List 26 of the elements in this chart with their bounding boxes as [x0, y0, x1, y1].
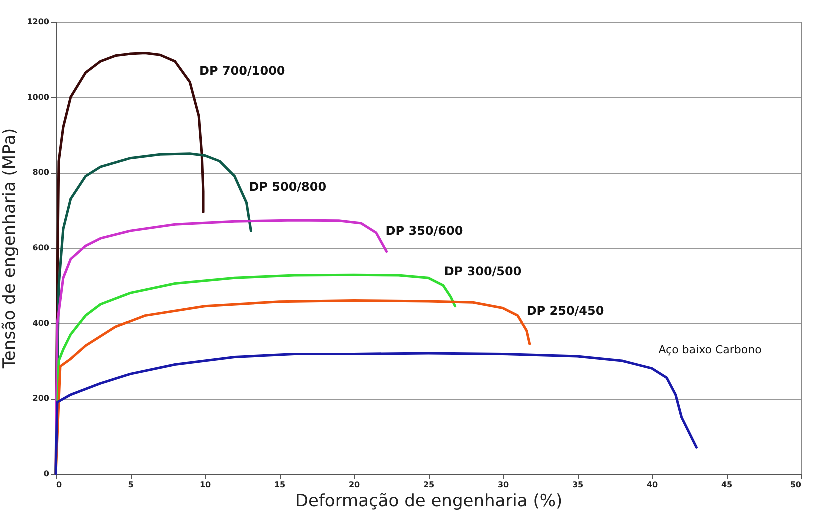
x-axis-title: Deformação de engenharia (%) [295, 492, 563, 512]
series-label: DP 300/500 [444, 264, 522, 278]
series-label: DP 350/600 [386, 224, 464, 238]
series-label: Aço baixo Carbono [658, 344, 762, 357]
y-tick-label: 400 [32, 318, 50, 328]
x-tick-label: 0 [56, 480, 62, 490]
y-tick-label: 0 [44, 470, 50, 478]
y-tick-label: 600 [32, 244, 50, 252]
x-tick-label: 30 [498, 480, 510, 490]
y-tick-label: 800 [32, 168, 50, 178]
x-tick-label: 45 [721, 480, 733, 490]
series-label: DP 250/450 [526, 304, 604, 318]
series-label: DP 500/800 [249, 180, 327, 194]
x-tick-label: 15 [274, 480, 286, 490]
x-tick-label: 10 [200, 480, 212, 490]
y-axis-title: Tensão de engenharia (MPa) [0, 128, 20, 370]
x-tick-label: 35 [572, 480, 584, 490]
y-tick-label: 200 [32, 394, 50, 404]
y-tick-label: 1000 [27, 92, 50, 102]
x-tick-label: 40 [646, 480, 658, 490]
x-tick-label: 5 [128, 480, 134, 490]
x-tick-label: 20 [348, 480, 360, 490]
y-tick-label: 1200 [27, 18, 50, 26]
series-label: DP 700/1000 [200, 64, 286, 78]
x-tick-label: 50 [790, 480, 802, 490]
x-tick-label: 25 [423, 480, 435, 490]
